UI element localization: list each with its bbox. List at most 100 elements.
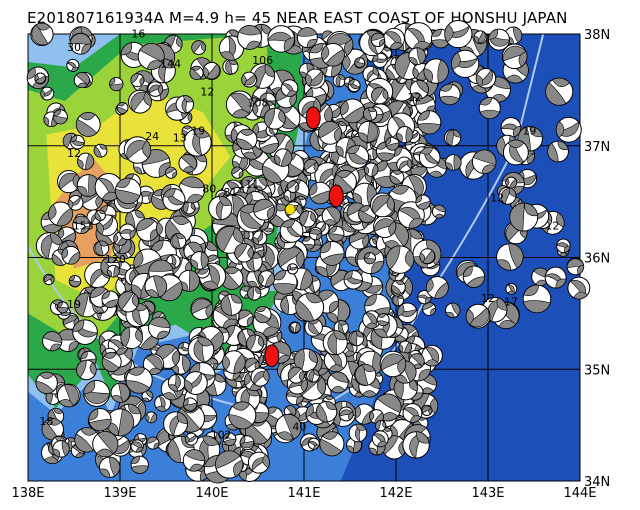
beachball-compression bbox=[136, 218, 156, 232]
beachball bbox=[272, 269, 298, 295]
depth-label: 12 bbox=[67, 147, 81, 160]
beachball-compression bbox=[338, 121, 347, 126]
beachball bbox=[296, 27, 318, 49]
beachball-compression bbox=[133, 166, 143, 175]
beachball bbox=[357, 120, 380, 143]
depth-label: 13 bbox=[173, 131, 187, 144]
beachball-compression bbox=[316, 233, 323, 241]
beachball bbox=[109, 76, 124, 92]
beachball-compression bbox=[297, 195, 306, 201]
beachball-compression bbox=[412, 67, 419, 80]
beachball-compression bbox=[74, 292, 90, 317]
beachball-compression bbox=[386, 195, 395, 212]
beachball-compression bbox=[559, 252, 568, 257]
beachball-compression bbox=[362, 234, 370, 248]
beachball-compression bbox=[545, 82, 567, 106]
beachball-compression bbox=[479, 97, 493, 106]
beachball bbox=[208, 195, 233, 221]
beachball-compression bbox=[283, 195, 290, 202]
beachball-compression bbox=[135, 328, 143, 343]
beachball bbox=[279, 219, 304, 243]
beachball-compression bbox=[191, 298, 213, 315]
beachball-compression bbox=[348, 411, 354, 421]
beachball bbox=[182, 449, 206, 472]
beachball-compression bbox=[113, 233, 119, 244]
beachball-compression bbox=[252, 103, 259, 116]
beachball-compression bbox=[309, 43, 324, 54]
beachball-compression bbox=[298, 370, 305, 382]
beachball-compression bbox=[367, 107, 377, 113]
beachball-compression bbox=[488, 28, 499, 40]
beachball-compression bbox=[496, 259, 512, 271]
beachball-compression bbox=[382, 421, 387, 429]
beachball-compression bbox=[277, 354, 291, 364]
beachball bbox=[555, 116, 582, 143]
beachball bbox=[94, 209, 106, 222]
beachball-compression bbox=[404, 249, 415, 268]
beachball-compression bbox=[328, 300, 339, 314]
beachball-compression bbox=[445, 311, 455, 318]
beachball-compression bbox=[130, 455, 141, 464]
beachball-compression bbox=[430, 307, 436, 316]
beachball-compression bbox=[377, 313, 387, 318]
beachball-compression bbox=[302, 236, 311, 242]
beachball-compression bbox=[354, 57, 361, 63]
beachball-compression bbox=[335, 170, 352, 178]
beachball-compression bbox=[396, 132, 403, 143]
beachball-compression bbox=[315, 266, 329, 278]
beachball bbox=[362, 310, 381, 329]
beachball-compression bbox=[229, 92, 251, 117]
beachball bbox=[76, 359, 97, 381]
beachball-compression bbox=[305, 404, 314, 418]
beachball-compression bbox=[364, 165, 370, 176]
beachball-compression bbox=[107, 269, 112, 277]
beachball-compression bbox=[283, 37, 295, 53]
beachball-compression bbox=[355, 423, 367, 431]
beachball bbox=[215, 225, 244, 254]
beachball-compression bbox=[101, 191, 120, 201]
beachball-compression bbox=[171, 215, 190, 225]
beachball-compression bbox=[555, 278, 567, 289]
beachball-compression bbox=[281, 219, 296, 228]
beachball bbox=[382, 435, 407, 460]
beachball bbox=[308, 181, 332, 205]
beachball bbox=[93, 143, 108, 158]
beachball-compression bbox=[118, 382, 130, 403]
beachball-compression bbox=[89, 362, 97, 376]
beachball-compression bbox=[418, 369, 431, 382]
beachball-compression bbox=[99, 144, 108, 150]
beachball bbox=[147, 81, 164, 97]
beachball bbox=[56, 383, 81, 408]
beachball-compression bbox=[175, 233, 186, 240]
beachball bbox=[42, 331, 63, 352]
beachball bbox=[41, 418, 64, 441]
beachball-compression bbox=[168, 384, 179, 392]
lat-tick-label: 38N bbox=[584, 28, 610, 43]
beachball bbox=[128, 89, 152, 114]
beachball-compression bbox=[408, 218, 424, 229]
beachball-compression bbox=[253, 199, 274, 214]
beachball-compression bbox=[444, 24, 454, 43]
beachball-compression bbox=[434, 282, 449, 299]
beachball-compression bbox=[216, 226, 237, 253]
beachball bbox=[398, 340, 413, 354]
beachball-compression bbox=[163, 188, 176, 198]
beachball-compression bbox=[283, 414, 302, 440]
beachball-compression bbox=[127, 403, 141, 415]
beachball-compression bbox=[496, 297, 508, 311]
beachball-compression bbox=[294, 348, 305, 372]
beachball bbox=[421, 404, 433, 417]
beachball-compression bbox=[502, 45, 528, 62]
beachball-compression bbox=[34, 73, 39, 82]
beachball bbox=[119, 223, 136, 241]
beachball bbox=[471, 149, 497, 175]
beachball-compression bbox=[365, 322, 378, 329]
beachball-compression bbox=[150, 239, 164, 252]
beachball-compression bbox=[53, 408, 64, 415]
beachball-compression bbox=[144, 390, 154, 399]
beachball bbox=[396, 156, 413, 173]
beachball-compression bbox=[330, 386, 346, 394]
beachball-compression bbox=[146, 60, 164, 70]
beachball bbox=[295, 292, 325, 322]
beachball-compression bbox=[108, 456, 120, 477]
